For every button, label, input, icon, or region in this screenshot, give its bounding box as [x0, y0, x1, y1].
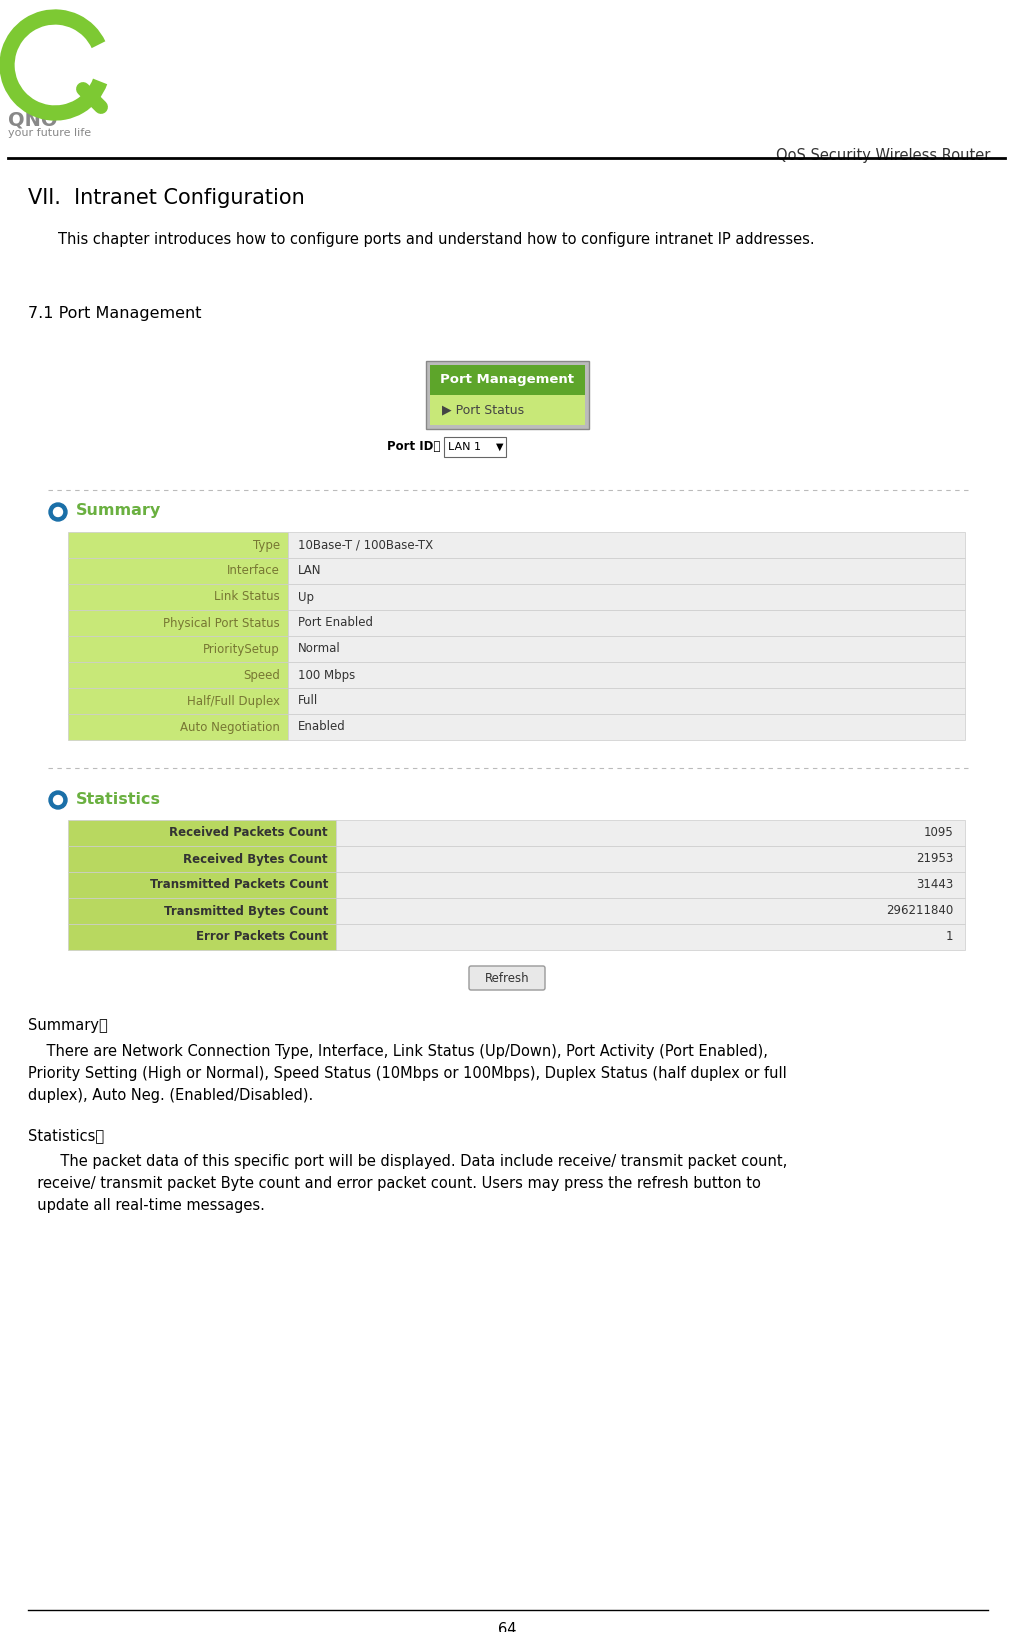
- Bar: [68, 558, 288, 584]
- Text: Transmitted Packets Count: Transmitted Packets Count: [149, 878, 328, 891]
- Text: This chapter introduces how to configure ports and understand how to configure i: This chapter introduces how to configure…: [58, 232, 815, 246]
- Text: Summary: Summary: [76, 504, 161, 519]
- Bar: [68, 898, 336, 924]
- Circle shape: [54, 508, 63, 516]
- FancyBboxPatch shape: [469, 966, 545, 991]
- Bar: [68, 689, 288, 715]
- Text: 100 Mbps: 100 Mbps: [298, 669, 355, 682]
- Text: Up: Up: [298, 591, 314, 604]
- Text: Enabled: Enabled: [298, 720, 346, 733]
- Text: VII.  Intranet Configuration: VII. Intranet Configuration: [28, 188, 304, 207]
- Text: Auto Negotiation: Auto Negotiation: [180, 720, 280, 733]
- Bar: [288, 663, 965, 689]
- Bar: [430, 395, 585, 424]
- Bar: [68, 610, 288, 636]
- Text: Received Bytes Count: Received Bytes Count: [184, 852, 328, 865]
- Text: Summary：: Summary：: [28, 1018, 108, 1033]
- Text: The packet data of this specific port will be displayed. Data include receive/ t: The packet data of this specific port wi…: [28, 1154, 788, 1169]
- Bar: [336, 924, 965, 950]
- Text: 31443: 31443: [916, 878, 953, 891]
- Text: Half/Full Duplex: Half/Full Duplex: [187, 695, 280, 708]
- Bar: [288, 532, 965, 558]
- Text: QoS Security Wireless Router: QoS Security Wireless Router: [775, 149, 990, 163]
- Text: Full: Full: [298, 695, 319, 708]
- Text: Link Status: Link Status: [214, 591, 280, 604]
- Text: update all real-time messages.: update all real-time messages.: [28, 1198, 265, 1213]
- Text: Received Packets Count: Received Packets Count: [170, 826, 328, 839]
- Text: 21953: 21953: [916, 852, 953, 865]
- Text: 1095: 1095: [924, 826, 953, 839]
- Text: QNO: QNO: [8, 109, 58, 129]
- Text: 10Base-T / 100Base-TX: 10Base-T / 100Base-TX: [298, 539, 433, 552]
- Text: Error Packets Count: Error Packets Count: [196, 930, 328, 943]
- Bar: [288, 584, 965, 610]
- Circle shape: [49, 792, 67, 809]
- Bar: [288, 636, 965, 663]
- Text: Statistics: Statistics: [76, 792, 161, 806]
- Text: Normal: Normal: [298, 643, 341, 656]
- Bar: [68, 715, 288, 739]
- Text: ▶ Port Status: ▶ Port Status: [442, 403, 524, 416]
- Text: ▼: ▼: [496, 442, 503, 452]
- Bar: [288, 558, 965, 584]
- Text: Physical Port Status: Physical Port Status: [163, 617, 280, 630]
- Bar: [288, 610, 965, 636]
- Text: Refresh: Refresh: [485, 971, 529, 984]
- Circle shape: [54, 795, 63, 805]
- Text: Priority Setting (High or Normal), Speed Status (10Mbps or 100Mbps), Duplex Stat: Priority Setting (High or Normal), Speed…: [28, 1066, 787, 1080]
- Text: 296211840: 296211840: [886, 904, 953, 917]
- Bar: [68, 636, 288, 663]
- Bar: [336, 898, 965, 924]
- Text: 1: 1: [946, 930, 953, 943]
- Bar: [68, 845, 336, 871]
- Bar: [444, 437, 506, 457]
- Text: Type: Type: [253, 539, 280, 552]
- Bar: [430, 366, 585, 395]
- Text: LAN 1: LAN 1: [448, 442, 481, 452]
- Bar: [336, 845, 965, 871]
- Text: Interface: Interface: [227, 565, 280, 578]
- Text: There are Network Connection Type, Interface, Link Status (Up/Down), Port Activi: There are Network Connection Type, Inter…: [28, 1044, 768, 1059]
- Circle shape: [49, 503, 67, 521]
- Text: Port Enabled: Port Enabled: [298, 617, 373, 630]
- Text: Transmitted Bytes Count: Transmitted Bytes Count: [163, 904, 328, 917]
- Text: your future life: your future life: [8, 127, 91, 139]
- Text: Speed: Speed: [244, 669, 280, 682]
- Bar: [336, 871, 965, 898]
- Bar: [68, 663, 288, 689]
- Bar: [68, 532, 288, 558]
- Bar: [68, 584, 288, 610]
- Bar: [68, 871, 336, 898]
- Text: LAN: LAN: [298, 565, 322, 578]
- Bar: [336, 819, 965, 845]
- Text: 64: 64: [497, 1622, 517, 1632]
- Bar: [68, 924, 336, 950]
- Text: Port ID：: Port ID：: [387, 441, 439, 454]
- Text: 7.1 Port Management: 7.1 Port Management: [28, 307, 202, 322]
- Bar: [426, 361, 589, 429]
- Bar: [68, 819, 336, 845]
- Text: Statistics：: Statistics：: [28, 1128, 105, 1142]
- Text: receive/ transmit packet Byte count and error packet count. Users may press the : receive/ transmit packet Byte count and …: [28, 1177, 761, 1191]
- Text: PrioritySetup: PrioritySetup: [203, 643, 280, 656]
- Text: Port Management: Port Management: [439, 374, 574, 387]
- Bar: [288, 715, 965, 739]
- Bar: [288, 689, 965, 715]
- Text: duplex), Auto Neg. (Enabled/Disabled).: duplex), Auto Neg. (Enabled/Disabled).: [28, 1089, 314, 1103]
